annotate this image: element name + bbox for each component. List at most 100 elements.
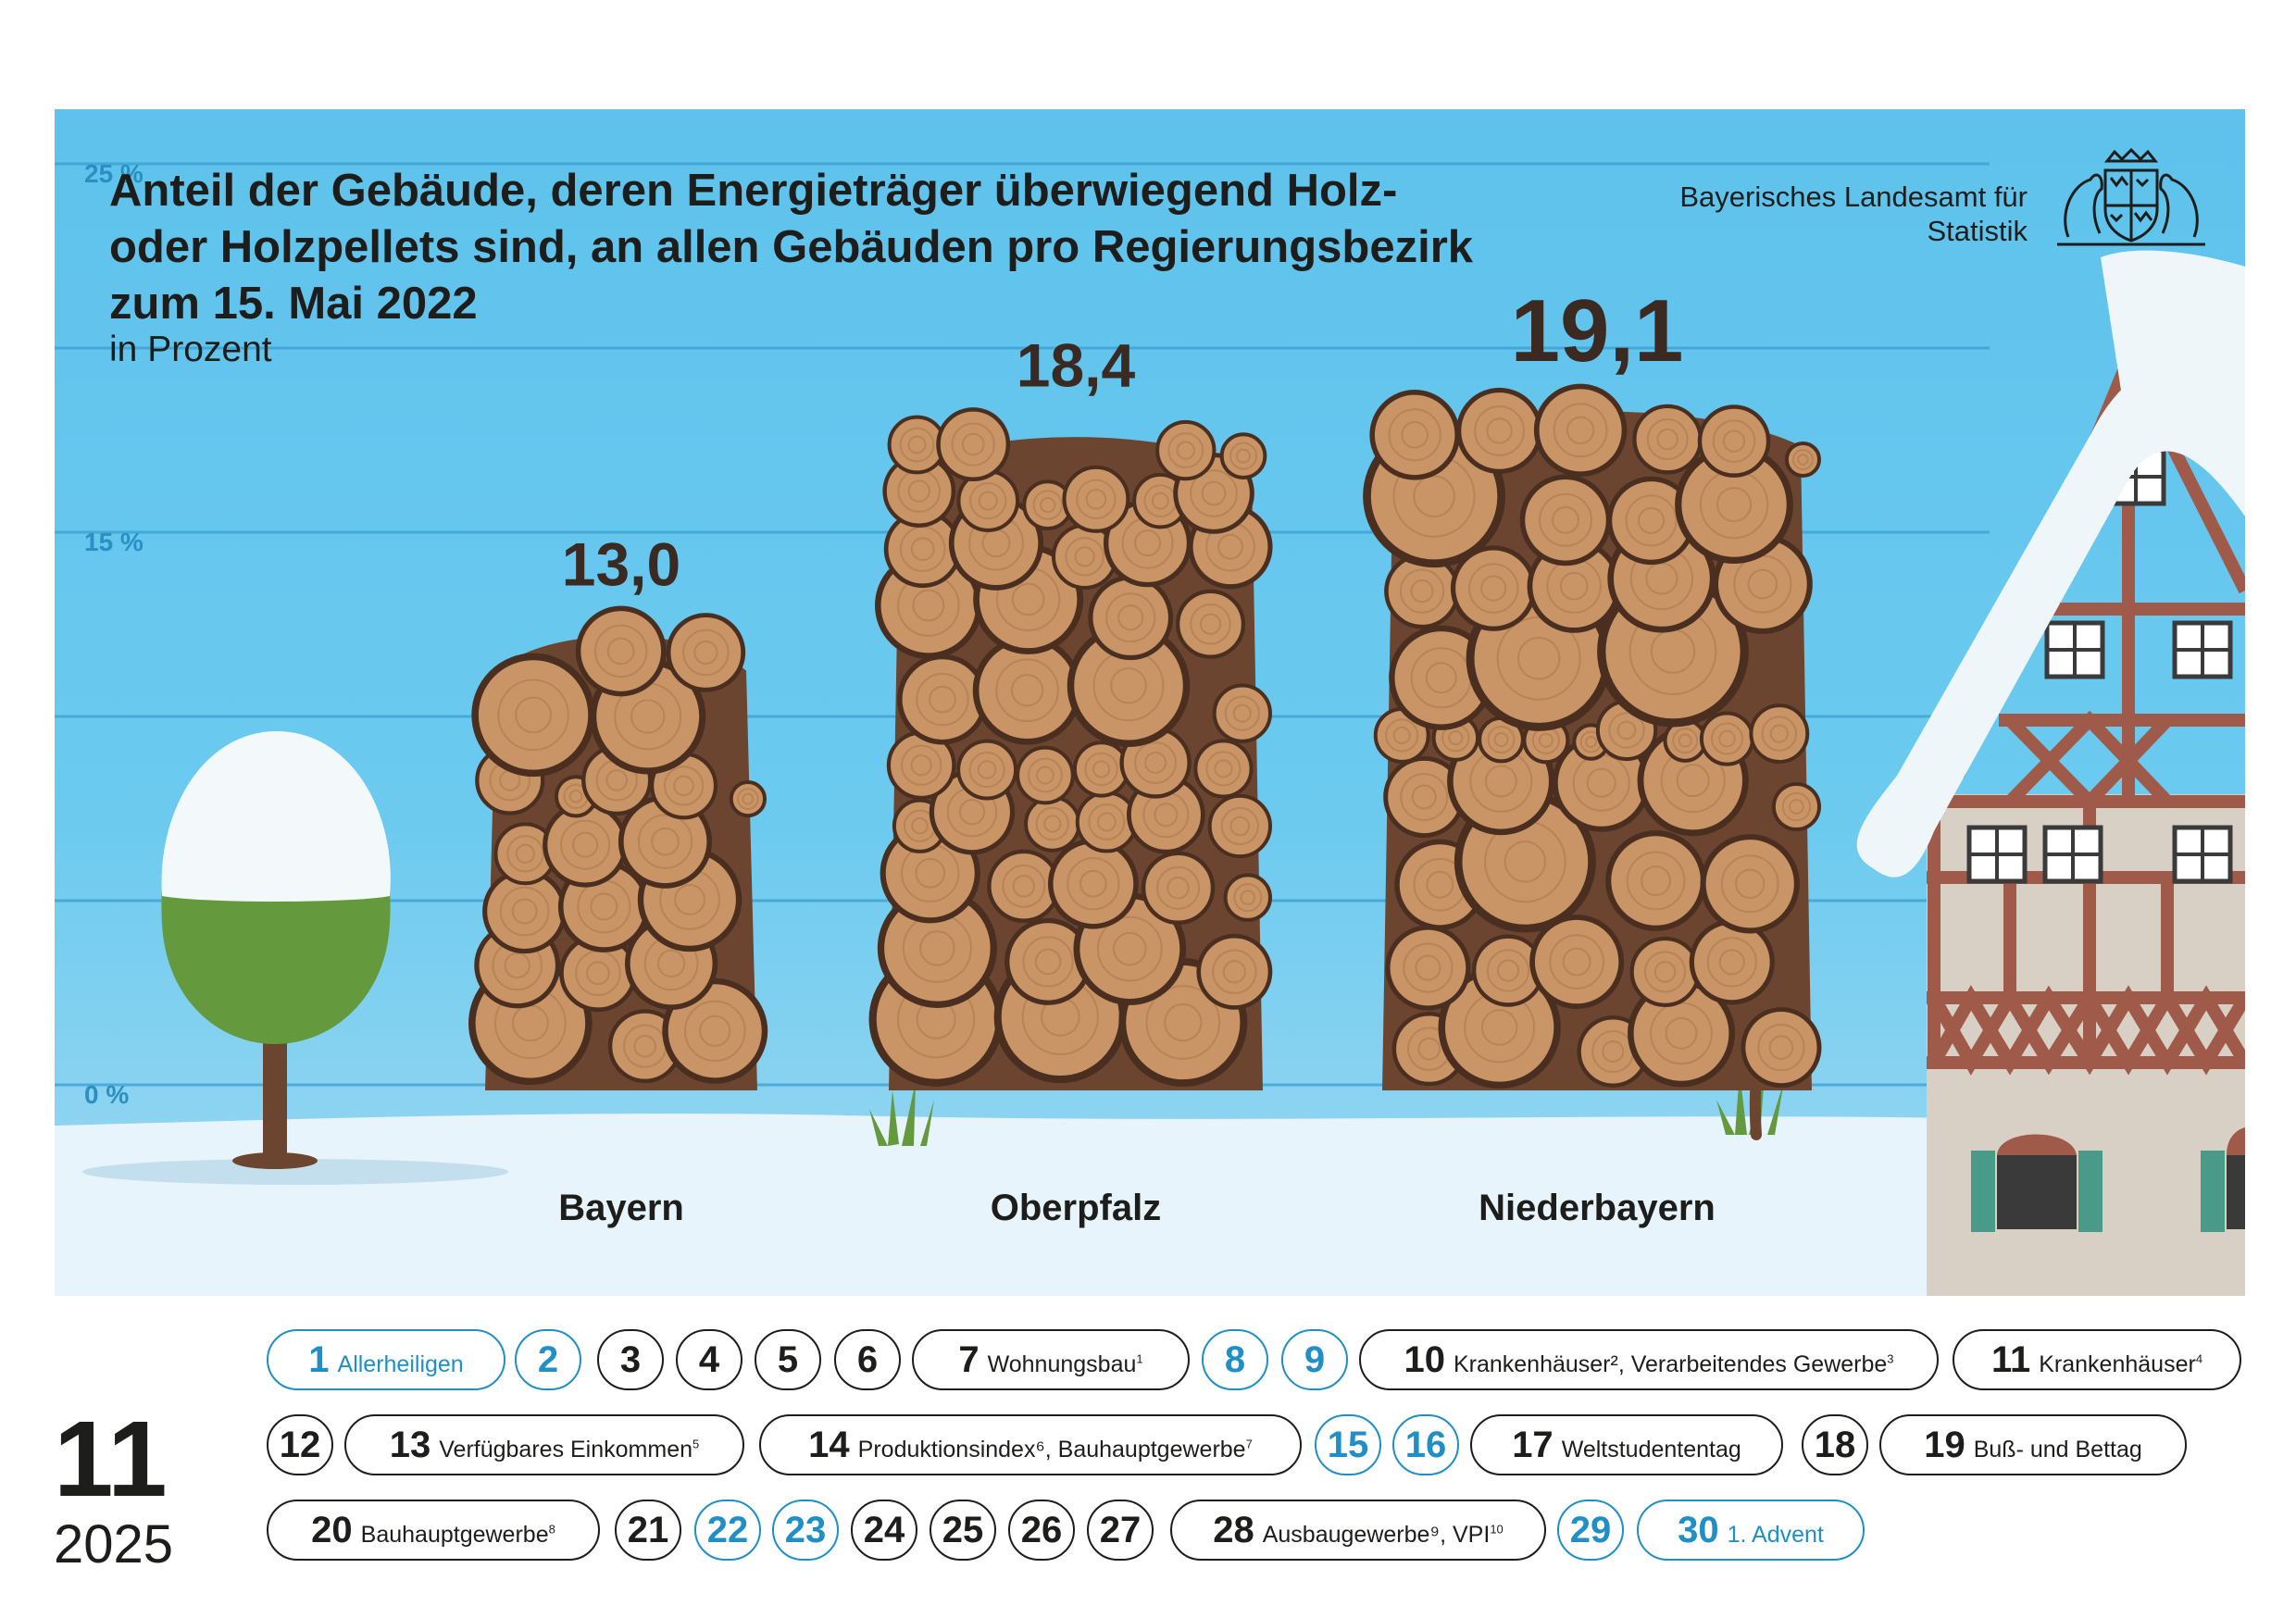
day-number: 11: [1990, 1338, 2031, 1380]
log-ring: [737, 788, 759, 810]
day-number: 3: [619, 1338, 642, 1380]
calendar-day-5: 5: [755, 1329, 821, 1390]
log-ring: [899, 427, 935, 463]
day-number: 27: [1099, 1509, 1142, 1550]
log-ring: [594, 624, 648, 678]
log-ring: [1656, 428, 1678, 451]
log-end: [1697, 404, 1771, 478]
bar-log-pile-oberpfalz: [868, 407, 1273, 1090]
event-text: Allerheiligen: [337, 1350, 464, 1377]
grass-illustration: [869, 1063, 1784, 1146]
log-ring: [1113, 931, 1147, 966]
chart-panel: 0 % 15 % 25 %: [55, 109, 2245, 1296]
log-end: [1223, 873, 1272, 922]
log-end: [987, 849, 1061, 923]
log-ring: [1022, 936, 1074, 988]
log-end: [1385, 925, 1471, 1011]
y-tick-label: 0 %: [84, 1080, 129, 1109]
log-ring: [1538, 732, 1554, 748]
event-text: Wohnungsbau: [987, 1350, 1137, 1377]
y-tick-label: 15 %: [84, 528, 144, 556]
log-ring: [1757, 1024, 1805, 1072]
log-end: [543, 802, 629, 888]
footnote-marker: 8: [548, 1522, 555, 1537]
calendar-day-20: 20 Bauhauptgewerbe8: [267, 1500, 600, 1561]
log-ring: [1084, 752, 1118, 787]
log-end: [1699, 711, 1755, 766]
log-ring: [1761, 716, 1798, 752]
day-number: 30: [1678, 1509, 1719, 1550]
log-ring: [1539, 492, 1592, 547]
x-tick-label: Bayern: [558, 1188, 684, 1228]
log-ring: [673, 775, 694, 797]
log-ring: [1176, 441, 1195, 460]
publisher-line-1: Bayerisches Landesamt für: [1679, 180, 2028, 213]
log-end: [1529, 915, 1625, 1010]
log-ring: [1616, 720, 1637, 741]
log-ring: [1190, 469, 1238, 517]
log-ring: [515, 843, 536, 864]
calendar-day-18: 18: [1802, 1414, 1868, 1475]
day-number: 6: [856, 1338, 879, 1380]
day-event-label: Allerheiligen: [338, 1351, 464, 1378]
log-ring: [1105, 592, 1156, 643]
calendar-day-19: 19 Buß- und Bettag: [1879, 1414, 2187, 1475]
day-number: 10: [1404, 1338, 1445, 1380]
coat-of-arms-logo: [2057, 148, 2205, 246]
log-end: [1741, 1007, 1822, 1089]
log-ring: [969, 481, 1007, 520]
log-ring: [1638, 506, 1666, 534]
log-ring: [1079, 869, 1107, 898]
log-ring: [919, 930, 955, 966]
day-number: 19: [1924, 1424, 1965, 1465]
day-event-label: Produktionsindex⁶, Bauhauptgewerbe7: [858, 1437, 1253, 1463]
log-ring: [560, 819, 611, 870]
log-end: [1784, 441, 1822, 479]
log-end: [956, 739, 1018, 801]
day-number: 18: [1814, 1424, 1856, 1465]
log-end: [1771, 781, 1821, 832]
chart-subtitle: in Prozent: [109, 330, 272, 369]
y-tick-label: 25 %: [84, 159, 144, 188]
log-ring: [1034, 948, 1062, 976]
log-ring: [1167, 877, 1190, 900]
log-end: [1193, 739, 1254, 799]
log-ring: [1403, 942, 1454, 993]
log-end: [1075, 790, 1138, 853]
log-ring: [674, 883, 705, 915]
log-ring: [1096, 812, 1117, 832]
day-event-label: Krankenhäuser², Verarbeitendes Gewerbe3: [1454, 1351, 1894, 1378]
log-end: [1749, 703, 1810, 765]
log-ring: [572, 831, 599, 858]
log-ring: [1214, 759, 1233, 778]
day-number: 20: [311, 1509, 353, 1550]
log-ring: [1718, 729, 1736, 748]
log-ring: [1388, 408, 1441, 462]
log-ring: [1012, 875, 1035, 898]
log-ring: [1586, 767, 1616, 798]
log-ring: [1205, 751, 1242, 787]
log-ring: [1496, 959, 1520, 982]
log-ring: [568, 789, 583, 803]
log-ring: [1154, 803, 1179, 828]
log-ring: [605, 769, 629, 791]
day-number: 7: [958, 1338, 980, 1380]
log-ring: [951, 422, 995, 467]
log-ring: [1710, 722, 1744, 755]
log-ring: [1399, 568, 1445, 614]
log-ring: [1010, 674, 1044, 707]
log-ring: [1720, 854, 1779, 914]
log-ring: [1117, 604, 1144, 631]
title-line-1: Anteil der Gebäude, deren Energieträger …: [109, 166, 1398, 216]
log-ring: [1747, 568, 1778, 600]
x-tick-label: Niederbayern: [1479, 1188, 1716, 1228]
log-end: [1062, 465, 1130, 533]
footnote-marker: 10: [1490, 1522, 1504, 1537]
day-number: 15: [1327, 1424, 1369, 1465]
log-ring: [1712, 419, 1756, 463]
day-number: 14: [808, 1424, 850, 1465]
footnote-marker: 3: [1887, 1351, 1894, 1366]
calendar-day-24: 24: [851, 1500, 917, 1561]
log-ring: [1156, 865, 1201, 910]
day-event-label: 1. Advent: [1728, 1522, 1824, 1549]
